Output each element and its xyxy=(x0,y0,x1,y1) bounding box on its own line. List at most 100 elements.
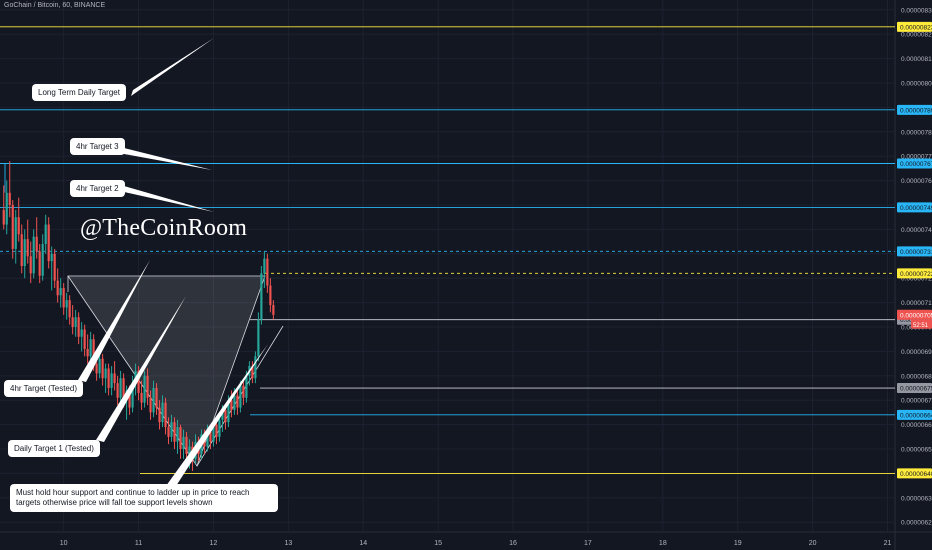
candle-body xyxy=(272,305,275,315)
candle-body xyxy=(86,348,89,357)
candle-body xyxy=(50,253,53,262)
candle-body xyxy=(158,407,161,423)
candle-body xyxy=(38,251,41,276)
candle-body xyxy=(20,234,23,266)
price-axis[interactable]: 0.00000830 0.00000820 0.00000810 0.00000800… xyxy=(897,7,932,527)
candle-body xyxy=(179,427,182,450)
x-tick-label: 17 xyxy=(584,540,592,547)
current-price-badge xyxy=(897,309,932,320)
candle-body xyxy=(89,339,92,357)
candle-body xyxy=(215,424,218,437)
price-level-badge-text: 0.00000675 xyxy=(900,386,932,393)
callout-4hr-target-tested[interactable]: 4hr Target (Tested) xyxy=(4,380,83,397)
candle-body xyxy=(254,356,257,379)
price-level-badge-text: 0.00000664 xyxy=(900,412,932,419)
x-tick-label: 14 xyxy=(359,540,367,547)
price-level-badge xyxy=(897,246,932,257)
pointer-4hr-tested xyxy=(78,260,150,382)
candle-body xyxy=(152,388,155,413)
candle-body xyxy=(29,256,32,274)
candle-body xyxy=(47,224,50,262)
pointer-support-note xyxy=(166,344,268,486)
candle-body xyxy=(35,236,38,252)
x-tick-label: 13 xyxy=(284,540,292,547)
callout-support-note[interactable]: Must hold hour support and continue to l… xyxy=(10,484,278,512)
price-level-badge xyxy=(897,383,932,394)
price-level-badge-text: 0.00000640 xyxy=(900,471,932,478)
x-tick-label: 18 xyxy=(659,540,667,547)
candle-body xyxy=(41,244,44,276)
candle-body xyxy=(245,375,248,398)
callout-long-term-daily-target[interactable]: Long Term Daily Target xyxy=(32,84,126,101)
candle-body xyxy=(230,400,233,410)
y-tick-label: 0.00000810 xyxy=(901,56,932,63)
candle-body xyxy=(122,378,125,401)
candle-body xyxy=(68,300,71,318)
candle-body xyxy=(206,431,209,447)
y-tick-label: 0.00000650 xyxy=(901,447,932,454)
candle-body xyxy=(62,287,65,308)
triangle-pattern xyxy=(67,275,266,467)
callout-4hr-target-2[interactable]: 4hr Target 2 xyxy=(70,180,125,197)
candle-body xyxy=(164,402,167,428)
candle-body xyxy=(167,427,170,437)
price-level-badge xyxy=(897,158,932,169)
pointer-4hr-target-3 xyxy=(124,148,212,170)
price-level-badge-text: 0.00000789 xyxy=(900,107,932,114)
candle-body xyxy=(32,236,35,274)
candle-body xyxy=(95,363,98,374)
candle-body xyxy=(80,329,83,337)
time-axis[interactable]: 10 11 12 13 14 15 16 17 18 19 20 21 xyxy=(60,540,892,547)
candle-body xyxy=(56,280,59,296)
watermark-text: @TheCoinRoom xyxy=(80,215,248,241)
candle-body xyxy=(131,383,134,408)
pointer-4hr-target-2 xyxy=(124,186,214,212)
candle-body xyxy=(188,446,191,454)
candle-body xyxy=(23,239,26,266)
candle-body xyxy=(119,378,122,398)
x-tick-label: 20 xyxy=(809,540,817,547)
candle-body xyxy=(8,192,11,205)
price-level-badge xyxy=(897,468,932,479)
candle-body xyxy=(161,402,164,423)
y-tick-label: 0.00000740 xyxy=(901,227,932,234)
price-level-badge xyxy=(897,104,932,115)
candle-body xyxy=(155,388,158,408)
x-tick-label: 21 xyxy=(884,540,892,547)
candle-body xyxy=(14,217,17,249)
candle-body xyxy=(113,373,116,384)
candle-body xyxy=(104,368,107,379)
y-tick-label: 0.00000830 xyxy=(901,7,932,14)
candle-body xyxy=(128,390,131,408)
countdown-badge xyxy=(911,319,932,329)
candle-body xyxy=(140,392,143,403)
candle-body xyxy=(269,285,272,306)
candle-body xyxy=(101,358,104,379)
callout-daily-target-1-tested[interactable]: Daily Target 1 (Tested) xyxy=(8,440,100,457)
x-tick-label: 16 xyxy=(509,540,517,547)
candle-body xyxy=(266,258,269,286)
candle-body xyxy=(98,358,101,374)
candle-body xyxy=(176,427,179,442)
candle-body xyxy=(11,204,14,249)
candle-body xyxy=(149,397,152,413)
candle-body xyxy=(17,217,20,235)
price-level-badge-text: 0.00000731 xyxy=(900,249,932,256)
candle-body xyxy=(236,395,239,408)
callout-4hr-target-3[interactable]: 4hr Target 3 xyxy=(70,138,125,155)
y-tick-label: 0.00000710 xyxy=(901,300,932,307)
candle-body xyxy=(59,287,62,296)
y-tick-label: 0.00000690 xyxy=(901,349,932,356)
candle-body xyxy=(260,273,263,320)
y-tick-label: 0.00000670 xyxy=(901,398,932,405)
candle-body xyxy=(110,373,113,389)
candle-body xyxy=(92,339,95,364)
x-tick-label: 19 xyxy=(734,540,742,547)
candle-body xyxy=(137,370,140,393)
candle-body xyxy=(227,400,230,423)
y-tick-label: 0.00000620 xyxy=(901,520,932,527)
candle-body xyxy=(170,422,173,437)
x-tick-label: 11 xyxy=(135,540,142,547)
